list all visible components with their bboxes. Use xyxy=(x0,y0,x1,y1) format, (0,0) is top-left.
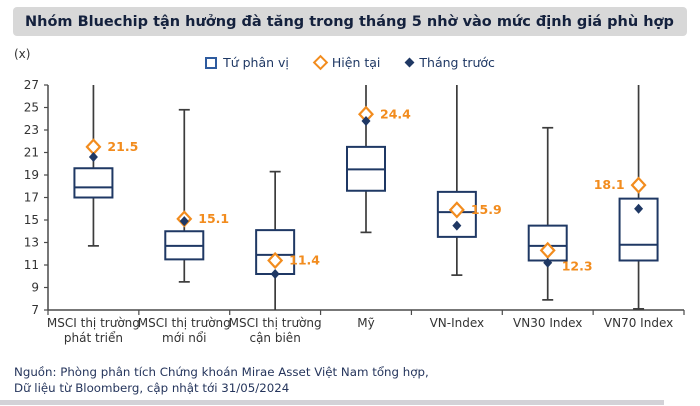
current-diamond-icon xyxy=(312,54,329,71)
previous-marker xyxy=(452,220,462,231)
current-marker xyxy=(630,176,647,194)
x-category-label: VN70 Index xyxy=(604,316,673,330)
current-marker xyxy=(85,138,102,156)
x-category-label: mới nổi xyxy=(162,331,206,345)
y-tick-label: 27 xyxy=(24,78,39,92)
value-label: 11.4 xyxy=(289,253,320,268)
x-category-label: MSCI thị trường xyxy=(138,316,231,330)
y-tick-label: 25 xyxy=(24,101,39,115)
legend-label-quartile: Tứ phân vị xyxy=(223,55,289,70)
legend-item-quartile: Tứ phân vị xyxy=(205,55,289,70)
legend-label-current: Hiện tại xyxy=(331,55,381,70)
legend-label-previous: Tháng trước xyxy=(419,55,495,70)
legend-item-current: Hiện tại xyxy=(312,54,381,71)
previous-marker xyxy=(179,216,189,227)
value-label: 18.1 xyxy=(594,177,625,192)
x-category-label: VN-Index xyxy=(430,316,485,330)
current-marker xyxy=(448,201,465,219)
x-category-label: MSCI thị trường xyxy=(47,316,140,330)
y-tick-label: 21 xyxy=(24,146,39,160)
value-label: 15.1 xyxy=(198,211,229,226)
quartile-box xyxy=(73,167,114,199)
y-tick-label: 9 xyxy=(31,281,39,295)
x-category-label: MSCI thị trường xyxy=(229,316,322,330)
previous-marker xyxy=(543,257,553,268)
current-marker xyxy=(539,241,556,259)
x-category-label: cận biên xyxy=(249,331,300,345)
y-tick-label: 7 xyxy=(31,303,39,317)
value-label: 12.3 xyxy=(562,258,593,273)
y-tick-label: 15 xyxy=(24,213,39,227)
chart-title-bar: Nhóm Bluechip tận hưởng đà tăng trong th… xyxy=(13,7,687,36)
previous-diamond-icon xyxy=(404,57,415,68)
previous-marker xyxy=(88,152,98,162)
previous-marker xyxy=(270,269,280,279)
source-line-1: Nguồn: Phòng phân tích Chứng khoán Mirae… xyxy=(14,365,429,379)
source-note: Nguồn: Phòng phân tích Chứng khoán Mirae… xyxy=(14,364,429,396)
y-tick-label: 19 xyxy=(24,168,39,182)
x-category-label: VN30 Index xyxy=(513,316,582,330)
y-tick-label: 13 xyxy=(24,236,39,250)
y-axis-unit-label: (x) xyxy=(14,47,31,61)
value-label: 15.9 xyxy=(471,202,502,217)
slide-bottom-divider xyxy=(0,400,664,405)
chart-legend: Tứ phân vị Hiện tại Tháng trước xyxy=(0,54,700,71)
x-category-label: Mỹ xyxy=(357,316,374,330)
legend-item-previous: Tháng trước xyxy=(404,55,495,70)
chart-title: Nhóm Bluechip tận hưởng đà tăng trong th… xyxy=(25,13,674,30)
source-line-2: Dữ liệu từ Bloomberg, cập nhật tới 31/05… xyxy=(14,381,290,395)
value-label: 24.4 xyxy=(380,106,411,121)
quartile-box-icon xyxy=(205,56,218,69)
current-marker xyxy=(267,251,284,270)
previous-marker xyxy=(361,116,371,126)
value-label: 21.5 xyxy=(107,139,138,154)
y-tick-label: 11 xyxy=(24,258,39,272)
y-tick-label: 17 xyxy=(24,191,39,205)
previous-marker xyxy=(634,203,644,214)
y-tick-label: 23 xyxy=(24,123,39,137)
x-category-label: phát triển xyxy=(64,331,123,345)
